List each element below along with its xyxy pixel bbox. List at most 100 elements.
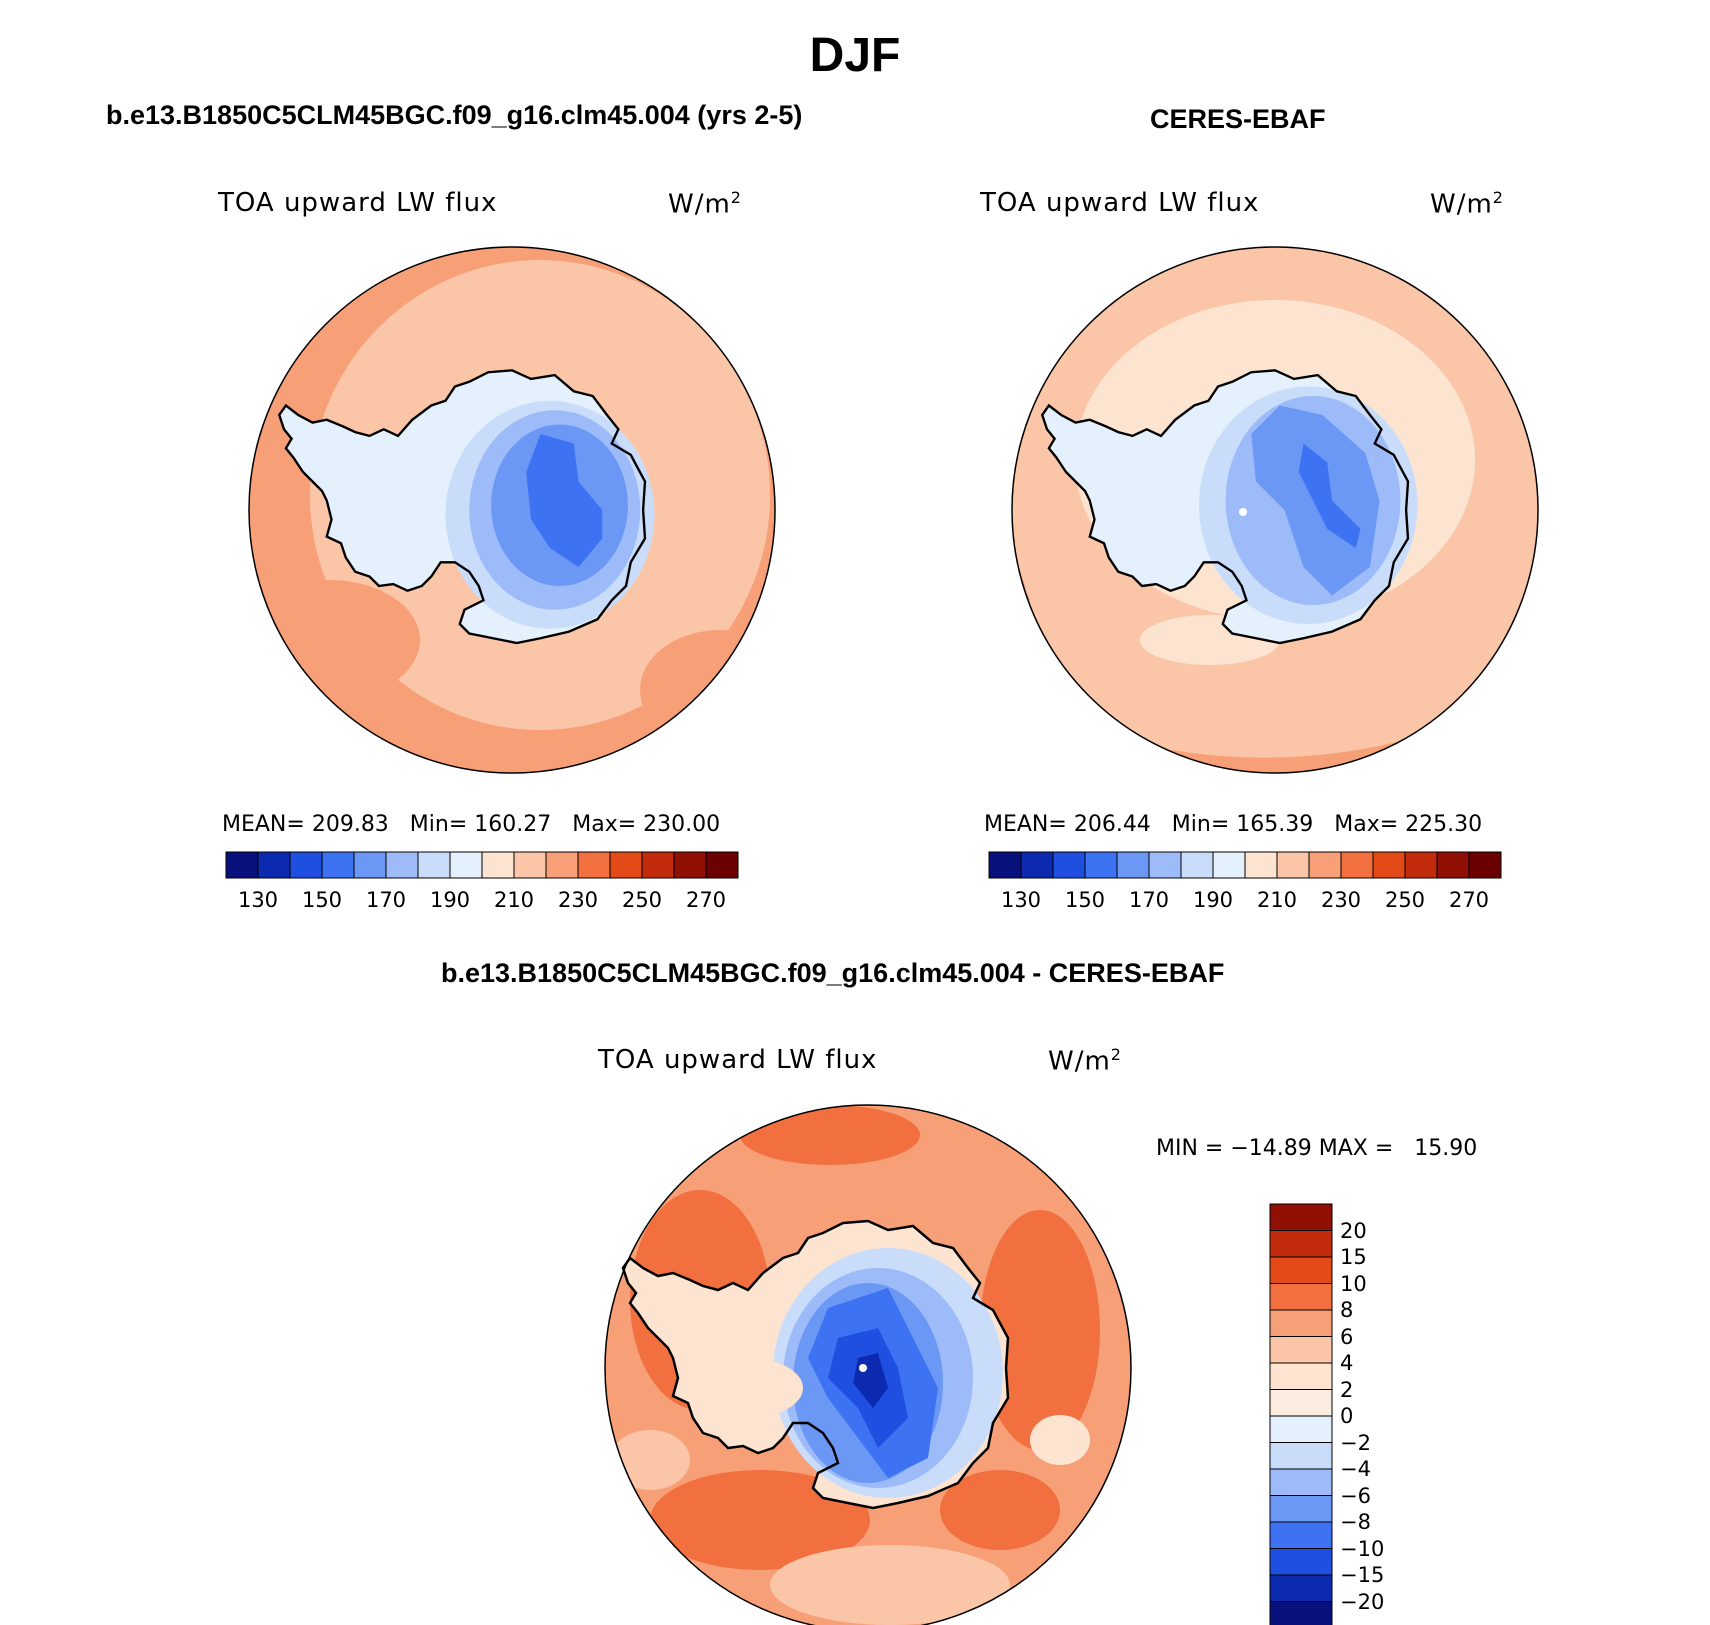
colorbar-swatch <box>481 851 515 879</box>
colorbar-swatch <box>1269 1336 1333 1364</box>
colorbar-tick-label: 230 <box>1320 888 1362 912</box>
colorbar-swatch <box>1269 1601 1333 1625</box>
colorbar-tick-label: 150 <box>301 888 343 912</box>
colorbar-swatch <box>673 851 707 879</box>
colorbar-tick-label: 150 <box>1064 888 1106 912</box>
colorbar-tick-label: 170 <box>1128 888 1170 912</box>
colorbar-tick-label: 0 <box>1340 1404 1354 1428</box>
colorbar-swatch <box>1269 1389 1333 1417</box>
colorbar-tick-label: 210 <box>1256 888 1298 912</box>
colorbar-swatch <box>1269 1495 1333 1523</box>
colorbar-swatch <box>609 851 643 879</box>
colorbar-tick-label: −6 <box>1340 1483 1371 1508</box>
colorbar-swatch <box>417 851 451 879</box>
colorbar-swatch <box>321 851 355 879</box>
colorbar-swatch <box>1269 1442 1333 1470</box>
colorbar-swatch <box>545 851 579 879</box>
colorbar-swatch <box>1269 1256 1333 1284</box>
colorbar-tick-label: −20 <box>1340 1589 1385 1614</box>
colorbar-tick-label: 230 <box>557 888 599 912</box>
diff-units-label: W/m2 <box>1048 1045 1122 1077</box>
colorbar-swatch <box>1340 851 1374 879</box>
colorbar-swatch <box>1020 851 1054 879</box>
colorbar-tick-label: 130 <box>1000 888 1042 912</box>
colorbar-tick-label: −2 <box>1340 1430 1371 1455</box>
colorbar-swatch <box>1436 851 1470 879</box>
colorbar-tick-label: 190 <box>429 888 471 912</box>
colorbar-tick-label: 250 <box>621 888 663 912</box>
colorbar-swatch <box>988 851 1022 879</box>
model-stats: MEAN= 209.83 Min= 160.27 Max= 230.00 <box>222 812 721 837</box>
colorbar-swatch <box>1276 851 1310 879</box>
colorbar-swatch <box>1269 1230 1333 1258</box>
colorbar-swatch <box>1148 851 1182 879</box>
colorbar-swatch <box>1404 851 1438 879</box>
obs-colorbar <box>988 851 1502 879</box>
colorbar-tick-label: −8 <box>1340 1510 1371 1534</box>
colorbar-swatch <box>1269 1574 1333 1602</box>
colorbar-swatch <box>577 851 611 879</box>
colorbar-swatch <box>1269 1309 1333 1337</box>
colorbar-swatch <box>1269 1415 1333 1443</box>
model-case-title: b.e13.B1850C5CLM45BGC.f09_g16.clm45.004 … <box>106 100 803 130</box>
colorbar-tick-label: 170 <box>365 888 407 912</box>
colorbar-tick-label: 2 <box>1340 1377 1354 1402</box>
colorbar-tick-label: 15 <box>1340 1245 1367 1269</box>
colorbar-swatch <box>641 851 675 879</box>
colorbar-swatch <box>1269 1283 1333 1311</box>
model-units-label: W/m2 <box>668 188 742 220</box>
colorbar-tick-label: −15 <box>1340 1563 1385 1587</box>
colorbar-swatch <box>257 851 291 879</box>
colorbar-tick-label: 270 <box>685 888 727 912</box>
colorbar-tick-label: −10 <box>1340 1536 1385 1561</box>
colorbar-tick-label: 250 <box>1384 888 1426 912</box>
diff-map <box>605 1105 1131 1625</box>
colorbar-tick-label: 8 <box>1340 1298 1354 1322</box>
colorbar-swatch <box>289 851 323 879</box>
colorbar-swatch <box>1212 851 1246 879</box>
colorbar-swatch <box>353 851 387 879</box>
colorbar-swatch <box>705 851 739 879</box>
colorbar-swatch <box>1269 1548 1333 1576</box>
colorbar-tick-label: −4 <box>1340 1457 1371 1481</box>
diff-map-border <box>604 1104 1132 1625</box>
model-variable-label: TOA upward LW flux <box>218 188 498 218</box>
diff-colorbar <box>1269 1203 1333 1625</box>
colorbar-swatch <box>225 851 259 879</box>
colorbar-swatch <box>1180 851 1214 879</box>
colorbar-swatch <box>1372 851 1406 879</box>
colorbar-tick-label: 210 <box>493 888 535 912</box>
colorbar-swatch <box>1269 1521 1333 1549</box>
colorbar-swatch <box>385 851 419 879</box>
colorbar-tick-label: 4 <box>1340 1351 1354 1375</box>
colorbar-swatch <box>1244 851 1278 879</box>
colorbar-tick-label: 6 <box>1340 1324 1354 1349</box>
obs-map-border <box>1011 246 1539 774</box>
obs-case-title: CERES-EBAF <box>1150 104 1326 134</box>
colorbar-tick-label: 190 <box>1192 888 1234 912</box>
colorbar-swatch <box>1052 851 1086 879</box>
obs-variable-label: TOA upward LW flux <box>980 188 1260 218</box>
colorbar-tick-label: 20 <box>1340 1218 1367 1243</box>
diff-stats: MIN = −14.89 MAX = 15.90 <box>1156 1136 1478 1161</box>
colorbar-swatch <box>1116 851 1150 879</box>
model-map <box>249 247 775 773</box>
colorbar-tick-label: 130 <box>237 888 279 912</box>
colorbar-swatch <box>1468 851 1502 879</box>
colorbar-swatch <box>1269 1362 1333 1390</box>
colorbar-swatch <box>1084 851 1118 879</box>
colorbar-swatch <box>513 851 547 879</box>
colorbar-swatch <box>1269 1203 1333 1231</box>
diff-variable-label: TOA upward LW flux <box>598 1045 878 1075</box>
obs-stats: MEAN= 206.44 Min= 165.39 Max= 225.30 <box>984 812 1483 837</box>
model-map-border <box>248 246 776 774</box>
obs-units-label: W/m2 <box>1430 188 1504 220</box>
model-colorbar <box>225 851 739 879</box>
colorbar-tick-label: 270 <box>1448 888 1490 912</box>
colorbar-swatch <box>449 851 483 879</box>
obs-map <box>1012 247 1538 773</box>
figure-title: DJF <box>809 29 901 82</box>
colorbar-swatch <box>1308 851 1342 879</box>
diff-case-title: b.e13.B1850C5CLM45BGC.f09_g16.clm45.004 … <box>441 958 1225 988</box>
